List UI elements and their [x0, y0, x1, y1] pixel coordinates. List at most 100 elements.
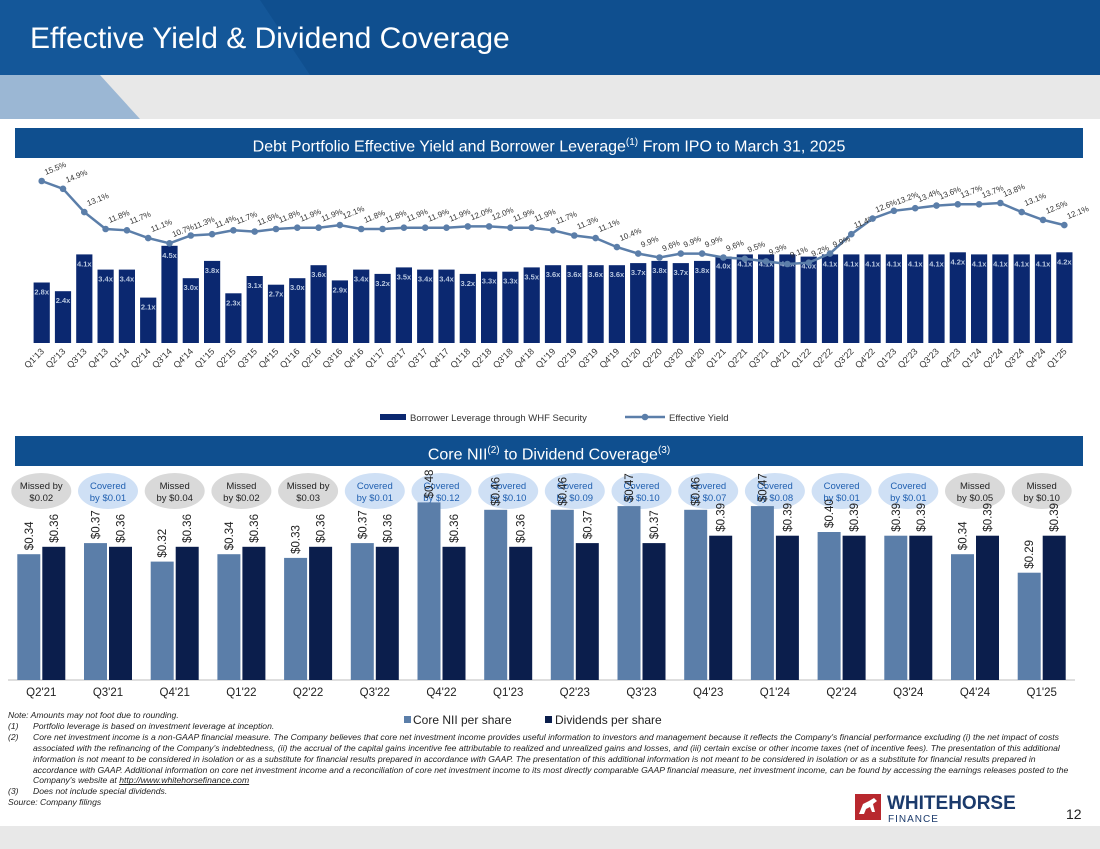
x-tick-label: Q1'24 — [760, 687, 791, 699]
coverage-badge-line2: $0.02 — [29, 493, 53, 504]
note-1: (1) Portfolio leverage is based on invest… — [8, 721, 1073, 732]
legend-swatch-dividend — [545, 716, 552, 723]
dividend-label: $0.36 — [182, 514, 194, 543]
x-tick-label: Q3'13 — [65, 346, 89, 370]
yield-label: 11.8% — [277, 208, 301, 225]
grey-band-decoration — [0, 75, 140, 119]
coverage-title-sup: (2) — [487, 445, 500, 456]
coverage-badge — [11, 473, 72, 509]
yield-label: 15.5% — [43, 160, 67, 177]
coverage-badge-line1: Covered — [424, 481, 460, 492]
x-tick-label: Q1'22 — [789, 346, 813, 370]
coverage-badge — [945, 473, 1005, 509]
leverage-bar — [481, 271, 498, 343]
nii-bar — [17, 554, 41, 680]
x-tick-label: Q2'21 — [725, 346, 749, 370]
coverage-badge-line2: by $0.08 — [757, 493, 793, 504]
leverage-bar — [374, 273, 391, 343]
x-tick-label: Q2'16 — [299, 346, 323, 370]
x-tick-label: Q4'16 — [342, 346, 366, 370]
yield-point — [698, 250, 706, 257]
nii-bar — [217, 554, 241, 680]
yield-point — [464, 223, 472, 230]
leverage-label: 4.1x — [993, 259, 1008, 268]
legend-swatch-nii — [404, 716, 411, 723]
x-tick-label: Q3'23 — [626, 687, 656, 699]
website-link[interactable]: http://www.whitehorsefinance.com — [119, 775, 250, 786]
leverage-bar — [885, 254, 902, 343]
dividend-label: $0.39 — [916, 503, 928, 532]
leverage-bar — [630, 263, 647, 343]
nii-bar — [284, 557, 308, 680]
coverage-badge-line2: by $0.10 — [1023, 493, 1059, 504]
yield-point — [677, 250, 685, 257]
yield-label: 11.7% — [235, 210, 259, 227]
x-tick-label: Q4'14 — [171, 346, 195, 370]
leverage-label: 4.1x — [1014, 259, 1029, 268]
yield-point — [784, 260, 791, 268]
yield-point — [720, 254, 727, 261]
leverage-label: 3.8x — [205, 266, 220, 275]
yield-point — [166, 240, 173, 247]
x-tick-label: Q1'25 — [1045, 346, 1069, 370]
x-tick-label: Q3'16 — [320, 346, 344, 370]
dividend-label: $0.39 — [1049, 503, 1061, 532]
x-tick-label: Q4'13 — [86, 346, 110, 370]
x-tick-label: Q1'23 — [493, 687, 523, 699]
nii-bar — [684, 509, 708, 680]
x-tick-label: Q2'15 — [214, 346, 238, 370]
yield-point — [59, 185, 67, 193]
note-rounding: Note: Amounts may not foot due to roundi… — [8, 710, 179, 720]
yield-point — [933, 202, 940, 209]
yield-label: 9.9% — [703, 234, 723, 249]
nii-bar — [750, 506, 774, 680]
nii-label: $0.47 — [624, 473, 636, 502]
x-tick-label: Q3'14 — [150, 346, 174, 370]
nii-bar — [617, 506, 641, 680]
header-banner: Effective Yield & Dividend Coverage — [0, 0, 1100, 119]
nii-bar — [484, 509, 508, 680]
whitehorse-logo: WHITEHORSE FINANCE — [855, 793, 1016, 824]
yield-point — [336, 221, 344, 229]
yield-point — [123, 227, 131, 234]
nii-label: $0.33 — [291, 525, 303, 554]
yield-point — [848, 230, 855, 238]
nii-bar — [417, 502, 441, 680]
dividend-bar — [109, 546, 132, 680]
yield-label: 11.7% — [554, 210, 578, 227]
x-tick-label: Q1'24 — [960, 346, 984, 370]
legend-label-yield: Effective Yield — [669, 413, 729, 424]
leverage-bar — [331, 280, 348, 343]
yield-point — [571, 232, 578, 239]
yield-label: 9.9% — [682, 234, 702, 249]
leverage-bar — [140, 297, 157, 343]
leverage-bar — [992, 254, 1009, 343]
yield-label: 11.7% — [128, 210, 152, 227]
legend-marker-yield — [641, 413, 649, 421]
x-tick-label: Q2'22 — [811, 346, 835, 370]
leverage-label: 2.1x — [141, 303, 156, 312]
leverage-bar — [33, 282, 50, 343]
page-number: 12 — [1066, 806, 1082, 822]
nii-label: $0.29 — [1024, 540, 1036, 569]
x-tick-label: Q2'14 — [129, 346, 153, 370]
leverage-bar — [1056, 252, 1073, 343]
dividend-bar — [42, 546, 66, 680]
leverage-bar — [544, 265, 562, 343]
leverage-bar — [587, 265, 604, 343]
dividend-label: $0.36 — [449, 514, 461, 543]
leverage-label: 3.8x — [652, 266, 667, 275]
yield-point — [1039, 216, 1047, 224]
yield-label: 11.1% — [150, 217, 174, 234]
dividend-bar — [442, 546, 466, 680]
leverage-bar — [118, 269, 135, 343]
yield-label: 11.6% — [256, 211, 280, 228]
coverage-badge — [278, 473, 339, 509]
x-tick-label: Q3'21 — [747, 346, 771, 370]
x-tick-label: Q4'17 — [427, 346, 451, 370]
yield-point — [38, 177, 45, 185]
coverage-badge-line2: by $0.10 — [490, 493, 526, 504]
yield-label: 13.1% — [1023, 191, 1047, 208]
leverage-label: 4.1x — [844, 259, 859, 268]
